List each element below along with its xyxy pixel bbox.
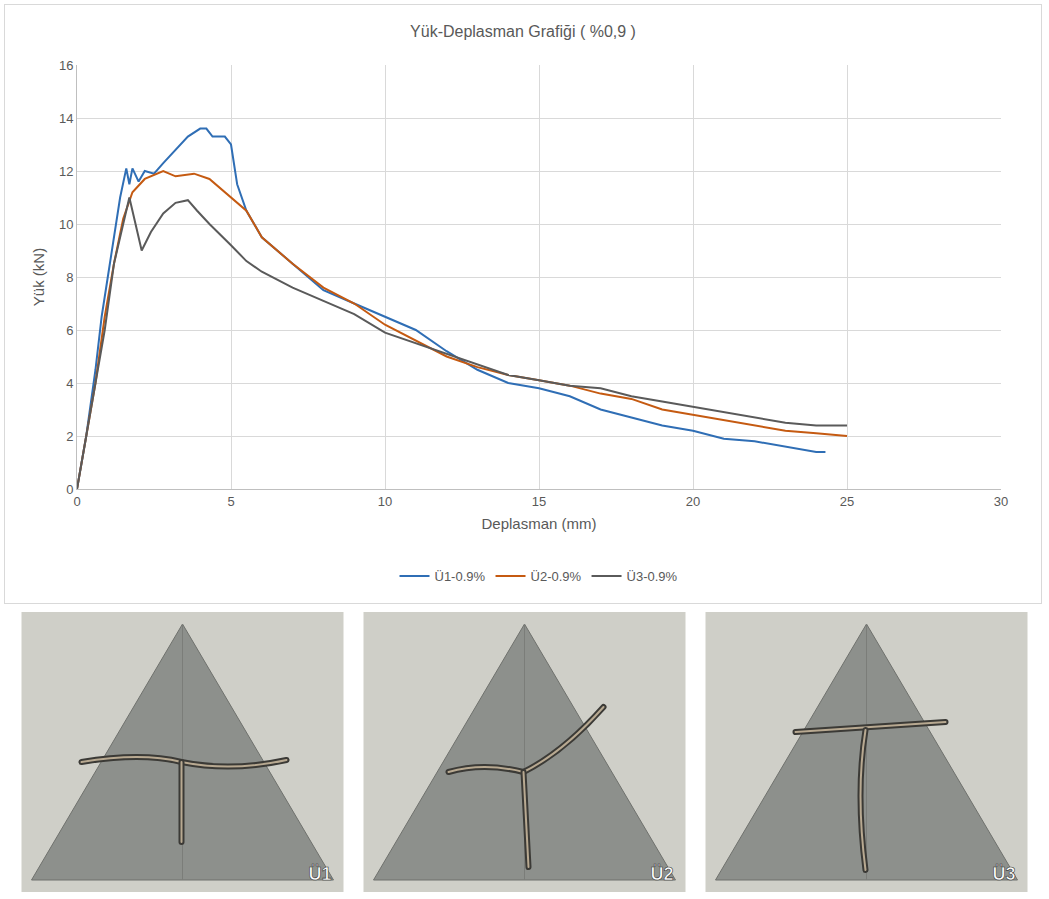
svg-text:Ü2-0.9%: Ü2-0.9% xyxy=(531,569,582,584)
svg-text:10: 10 xyxy=(378,494,392,509)
svg-text:15: 15 xyxy=(532,494,546,509)
svg-text:20: 20 xyxy=(686,494,700,509)
svg-text:25: 25 xyxy=(840,494,854,509)
svg-text:12: 12 xyxy=(59,164,73,179)
svg-text:30: 30 xyxy=(994,494,1008,509)
svg-text:8: 8 xyxy=(66,270,73,285)
svg-text:Ü2: Ü2 xyxy=(650,864,673,884)
svg-text:2: 2 xyxy=(66,429,73,444)
svg-text:Ü3: Ü3 xyxy=(992,864,1015,884)
svg-text:Yük-Deplasman Grafiği ( %0,9 ): Yük-Deplasman Grafiği ( %0,9 ) xyxy=(410,23,636,40)
svg-text:Ü1-0.9%: Ü1-0.9% xyxy=(435,569,486,584)
svg-text:Deplasman (mm): Deplasman (mm) xyxy=(481,515,596,532)
svg-text:Ü1: Ü1 xyxy=(308,864,331,884)
svg-text:14: 14 xyxy=(59,111,73,126)
svg-text:0: 0 xyxy=(66,482,73,497)
svg-text:Ü3-0.9%: Ü3-0.9% xyxy=(627,569,678,584)
svg-text:5: 5 xyxy=(227,494,234,509)
svg-text:16: 16 xyxy=(59,58,73,73)
svg-text:6: 6 xyxy=(66,323,73,338)
svg-text:10: 10 xyxy=(59,217,73,232)
svg-text:0: 0 xyxy=(73,494,80,509)
svg-text:4: 4 xyxy=(66,376,73,391)
svg-text:Yük (kN): Yük (kN) xyxy=(30,248,47,306)
